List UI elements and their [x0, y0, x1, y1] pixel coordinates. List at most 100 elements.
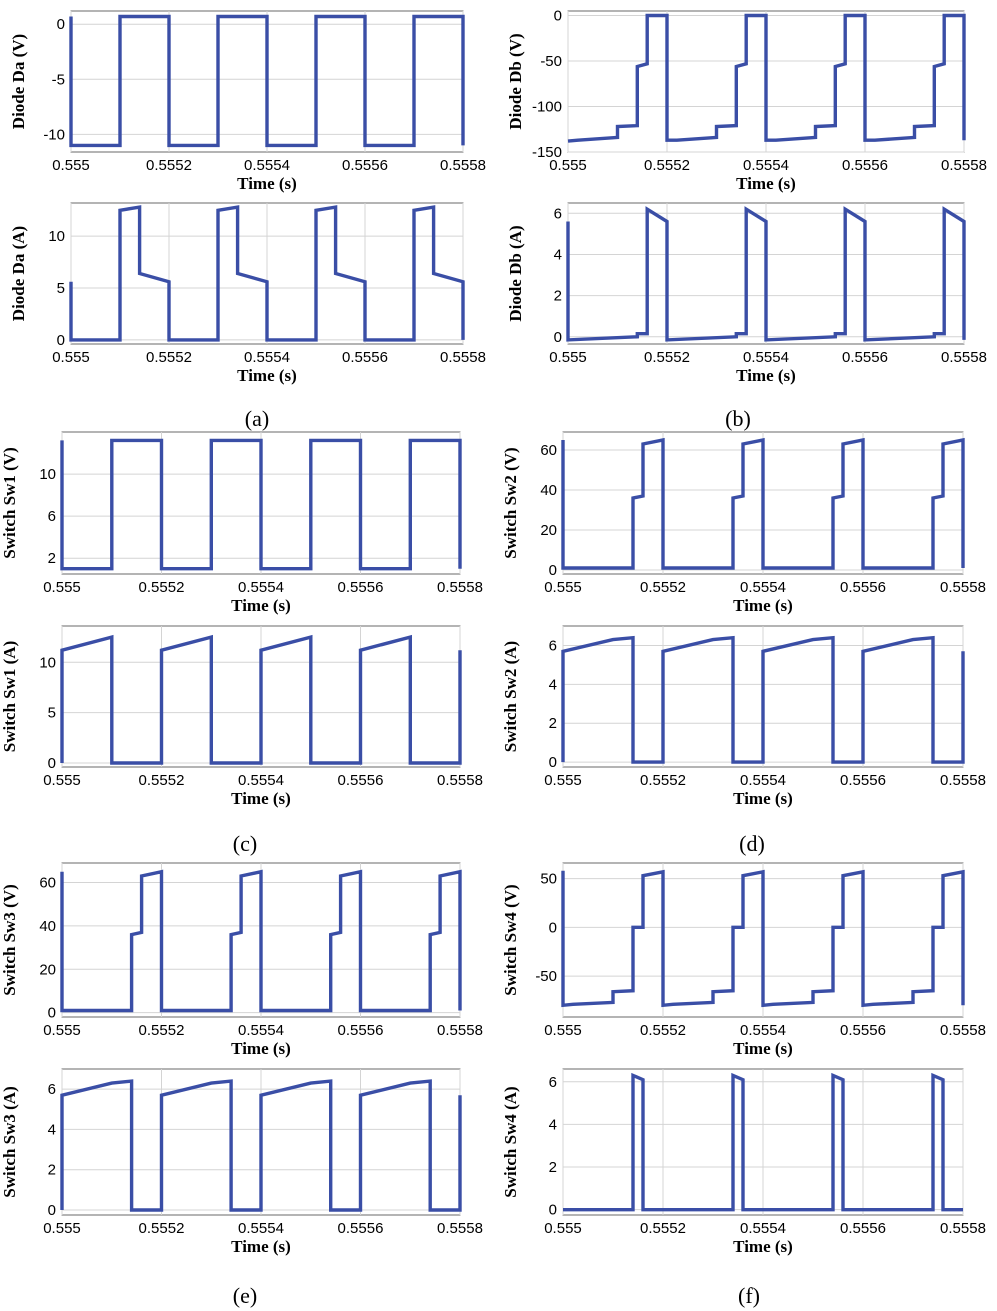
- x-tick-label: 0.5552: [640, 772, 686, 789]
- y-tick-label: 0: [549, 1202, 557, 1219]
- x-tick-label: 0.555: [549, 157, 587, 174]
- y-tick-label: 6: [48, 508, 56, 525]
- x-tick-label: 0.5558: [440, 157, 486, 174]
- x-tick-label: 0.5556: [338, 1220, 384, 1237]
- x-axis-label: Time (s): [736, 366, 796, 385]
- y-tick-label: -50: [535, 968, 557, 985]
- x-tick-label: 0.5552: [146, 349, 192, 366]
- y-axis-label: Switch Sw1 (A): [0, 641, 19, 752]
- y-tick-label: -100: [532, 99, 562, 116]
- x-tick-label: 0.5552: [640, 1220, 686, 1237]
- switch-sw3-voltage-chart: 0.555 0.5552 0.5554 0.5556 0.5558 0 20 40 60 Time…: [0, 862, 483, 1058]
- x-tick-label: 0.5554: [238, 579, 284, 596]
- y-tick-label: -10: [43, 126, 65, 143]
- figure-captions: (a) (b) (c) (d) (e) (f): [233, 406, 765, 1308]
- x-tick-label: 0.5552: [139, 1220, 185, 1237]
- x-tick-label: 0.5554: [743, 349, 789, 366]
- x-tick-label: 0.5552: [644, 349, 690, 366]
- y-tick-label: -150: [532, 144, 562, 161]
- x-tick-label: 0.555: [544, 579, 582, 596]
- y-tick-label: 20: [39, 961, 56, 978]
- x-axis-label: Time (s): [237, 174, 297, 193]
- y-tick-label: 2: [554, 288, 562, 305]
- y-tick-label: 10: [39, 466, 56, 483]
- x-tick-label: 0.5552: [146, 157, 192, 174]
- y-axis-label: Diode Db (V): [506, 33, 525, 129]
- y-tick-label: 10: [39, 654, 56, 671]
- series-line: [563, 1072, 963, 1212]
- x-tick-label: 0.5558: [437, 772, 483, 789]
- switch-sw3-current-chart: 0.555 0.5552 0.5554 0.5556 0.5558 0 2 4 6 Time (s…: [0, 1068, 483, 1256]
- y-tick-label: 50: [540, 871, 557, 888]
- y-tick-label: 5: [48, 705, 56, 722]
- y-tick-label: 40: [39, 918, 56, 935]
- x-axis-label: Time (s): [231, 1039, 291, 1058]
- y-tick-label: 0: [57, 332, 65, 349]
- x-tick-label: 0.5554: [740, 772, 786, 789]
- x-tick-label: 0.5556: [840, 1022, 886, 1039]
- x-tick-label: 0.5556: [338, 579, 384, 596]
- y-tick-label: -5: [52, 71, 65, 88]
- y-tick-label: 6: [48, 1081, 56, 1098]
- series-line: [567, 13, 966, 143]
- x-tick-label: 0.5558: [941, 349, 987, 366]
- caption-d: (d): [739, 831, 765, 856]
- x-tick-label: 0.5556: [842, 157, 888, 174]
- x-tick-label: 0.555: [544, 1022, 582, 1039]
- x-tick-label: 0.5558: [940, 1022, 986, 1039]
- x-axis-label: Time (s): [231, 596, 291, 615]
- y-tick-label: 4: [549, 1116, 557, 1133]
- series-line: [69, 205, 465, 342]
- series-line: [60, 634, 462, 765]
- y-tick-label: 60: [540, 442, 557, 459]
- x-tick-label: 0.5554: [743, 157, 789, 174]
- x-tick-label: 0.5558: [437, 1220, 483, 1237]
- series-line: [60, 1079, 462, 1212]
- x-tick-label: 0.5556: [342, 157, 388, 174]
- x-tick-label: 0.5554: [740, 579, 786, 596]
- x-tick-label: 0.555: [544, 1220, 582, 1237]
- x-tick-label: 0.5554: [740, 1022, 786, 1039]
- x-tick-label: 0.5556: [840, 1220, 886, 1237]
- y-tick-label: -50: [540, 53, 562, 70]
- y-axis-label: Switch Sw2 (A): [501, 641, 520, 752]
- x-tick-label: 0.5558: [941, 157, 987, 174]
- x-tick-label: 0.5554: [244, 349, 290, 366]
- caption-a: (a): [245, 406, 269, 431]
- x-tick-label: 0.5556: [840, 579, 886, 596]
- y-axis-label: Diode Db (A): [506, 225, 525, 321]
- y-tick-label: 6: [554, 205, 562, 222]
- y-tick-label: 40: [540, 482, 557, 499]
- x-tick-label: 0.5552: [139, 1022, 185, 1039]
- diode-db-current-chart: 0.555 0.5552 0.5554 0.5556 0.5558 0 2 4 6 Time (s…: [506, 202, 987, 385]
- y-tick-label: 10: [48, 228, 65, 245]
- x-tick-label: 0.555: [43, 1220, 81, 1237]
- diode-db-voltage-chart: 0.555 0.5552 0.5554 0.5556 0.5558 0 -50 -100 -15…: [506, 8, 987, 193]
- x-tick-label: 0.5556: [840, 772, 886, 789]
- series-line: [561, 869, 965, 1008]
- series-line: [561, 437, 965, 570]
- x-tick-label: 0.5552: [644, 157, 690, 174]
- y-axis-label: Diode Da (A): [9, 226, 28, 321]
- x-axis-label: Time (s): [231, 789, 291, 808]
- x-tick-label: 0.5558: [940, 579, 986, 596]
- y-axis-label: Switch Sw3 (V): [0, 884, 19, 995]
- y-axis-label: Switch Sw4 (V): [501, 884, 520, 995]
- x-tick-label: 0.5558: [437, 579, 483, 596]
- x-tick-label: 0.5554: [238, 1220, 284, 1237]
- y-tick-label: 4: [554, 246, 562, 263]
- y-tick-label: 0: [48, 755, 56, 772]
- y-tick-label: 4: [549, 676, 557, 693]
- y-tick-label: 2: [48, 1162, 56, 1179]
- x-axis-label: Time (s): [733, 1039, 793, 1058]
- x-tick-label: 0.5552: [640, 579, 686, 596]
- x-axis-label: Time (s): [237, 366, 297, 385]
- y-tick-label: 6: [549, 1074, 557, 1091]
- x-axis-label: Time (s): [736, 174, 796, 193]
- x-tick-label: 0.555: [52, 157, 90, 174]
- y-tick-label: 0: [549, 919, 557, 936]
- x-tick-label: 0.5558: [440, 349, 486, 366]
- y-tick-label: 0: [57, 16, 65, 33]
- x-tick-label: 0.555: [43, 1022, 81, 1039]
